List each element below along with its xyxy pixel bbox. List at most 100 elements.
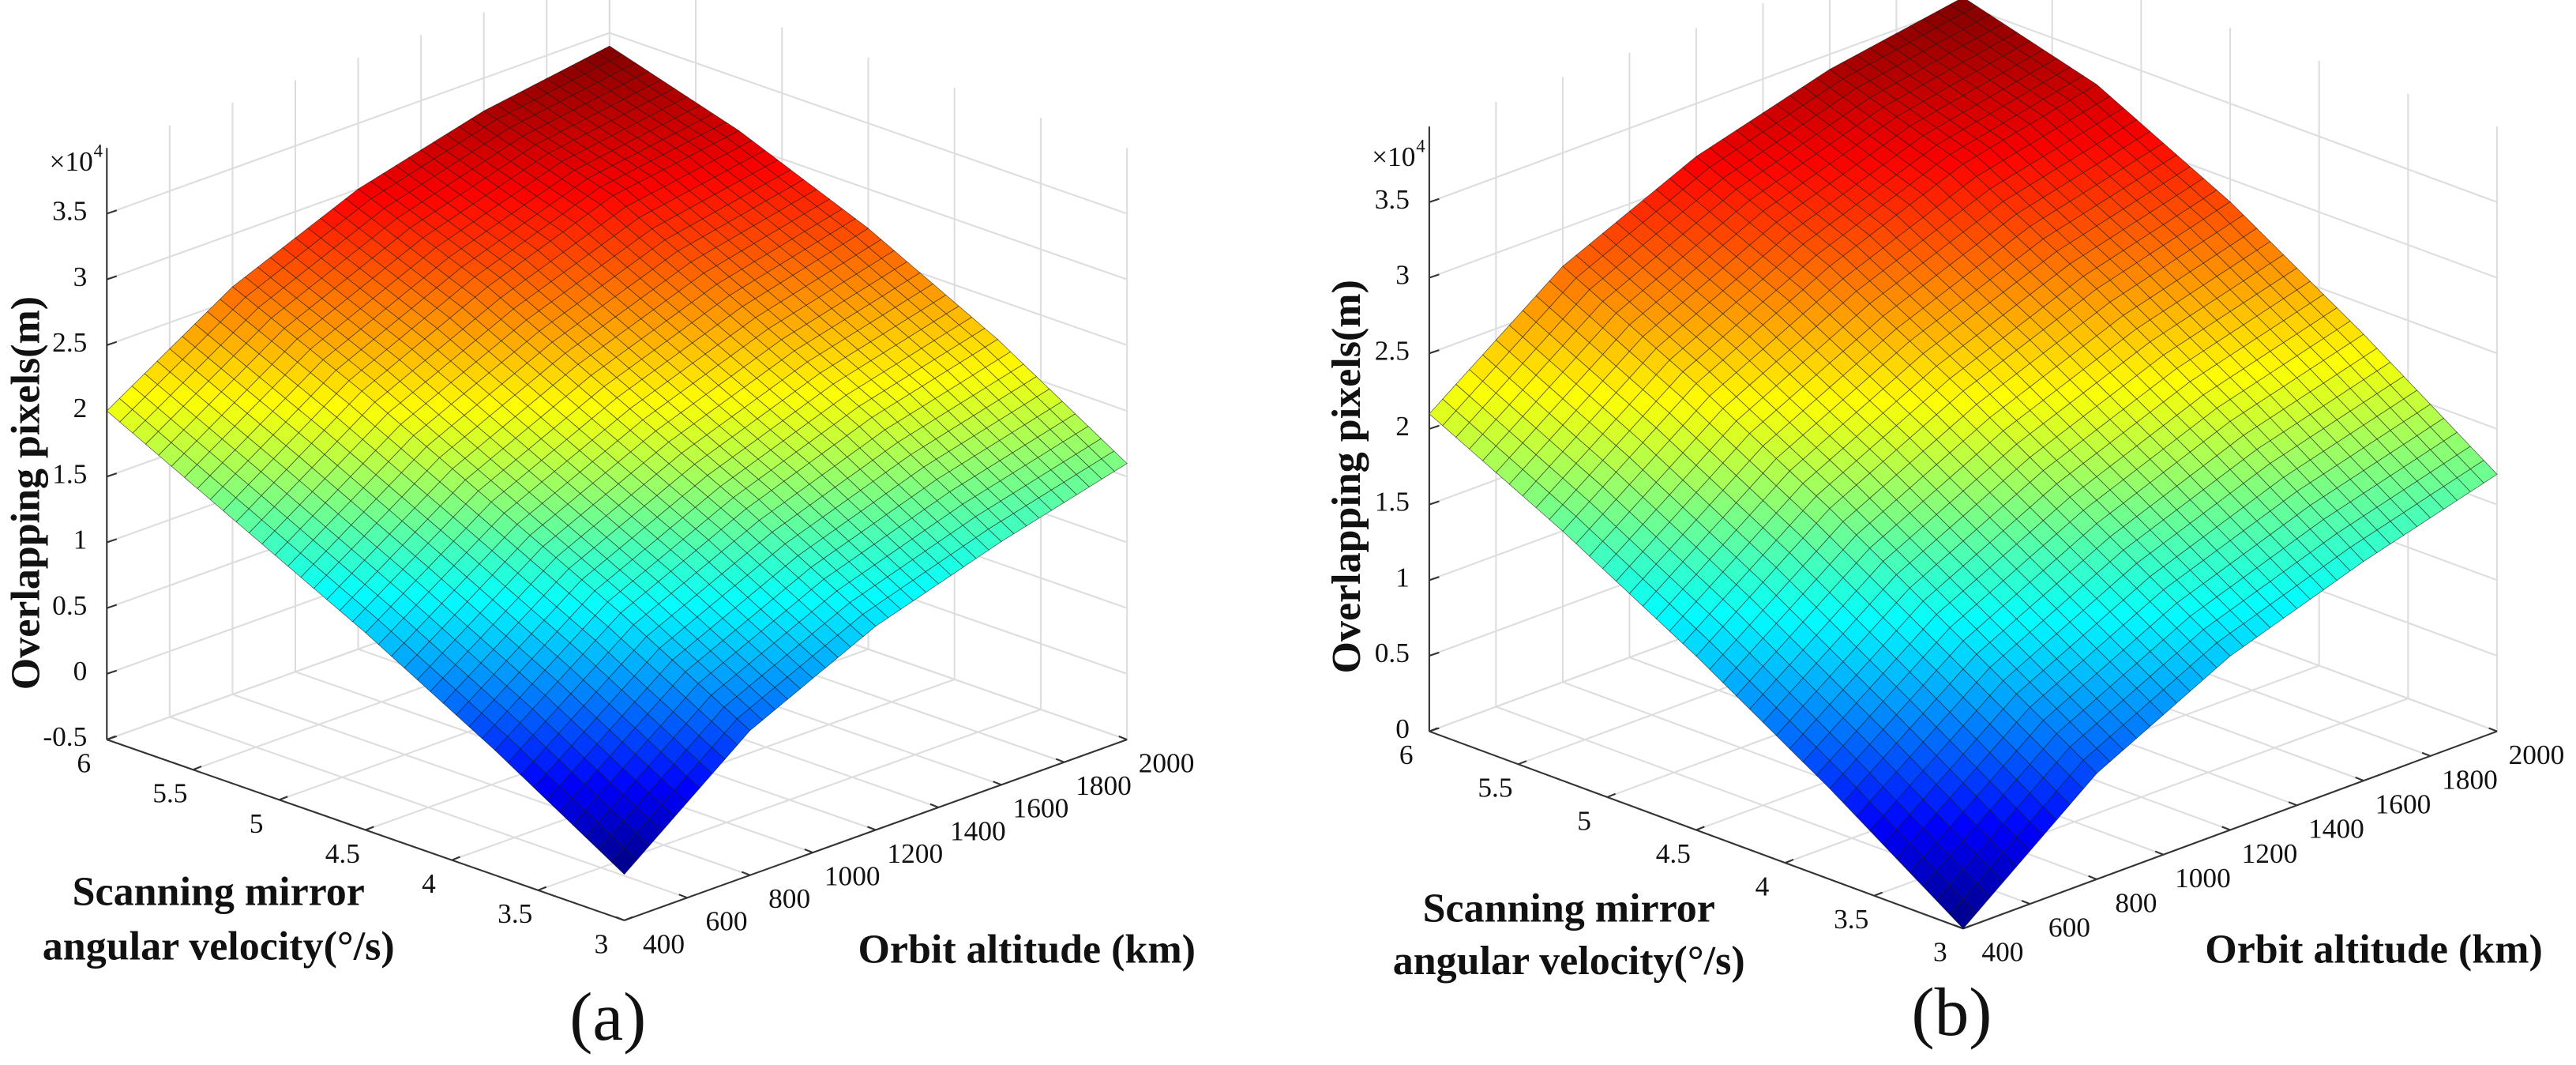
x-tick-label: 2000 xyxy=(1139,747,1195,779)
y-axis-label: angular velocity(°/s) xyxy=(43,924,395,969)
y-tick-label: 5.5 xyxy=(152,777,187,809)
tick-mark xyxy=(1695,826,1705,831)
y-tick-label: 4.5 xyxy=(1656,837,1691,869)
y-tick-label: 6 xyxy=(1399,739,1414,770)
surface-patch xyxy=(1949,898,1977,929)
panel: -0.5 0 0.5 1 1.5 2 2.5 3 3.5 3 3.5 4 4.5 5 5.5 6 400 600 8… xyxy=(3,0,1196,1055)
x-tick-label: 1800 xyxy=(2442,763,2498,795)
x-tick-label: 600 xyxy=(706,905,748,937)
z-tick-label: 3.5 xyxy=(52,195,87,227)
tick-mark xyxy=(1429,424,1440,430)
tick-mark xyxy=(106,209,118,215)
x-tick-label: 1800 xyxy=(1076,770,1132,801)
y-tick-label: 3 xyxy=(1933,936,1947,968)
tick-mark xyxy=(2355,776,2364,782)
z-tick-label: 3.5 xyxy=(1375,183,1410,215)
y-tick-label: 5 xyxy=(1577,804,1591,836)
tick-mark xyxy=(1962,924,1972,930)
tick-mark xyxy=(106,604,118,609)
tick-mark xyxy=(1429,651,1440,657)
z-tick-label: 2 xyxy=(73,392,88,423)
z-axis-label: Overlapping pixels(m) xyxy=(1324,280,1369,673)
tick-mark xyxy=(2088,875,2097,880)
z-tick-label: 0 xyxy=(1395,713,1410,744)
tick-mark xyxy=(106,472,118,478)
tick-mark xyxy=(1055,758,1065,763)
y-axis-label: Scanning mirror xyxy=(1423,886,1715,931)
x-tick-label: 800 xyxy=(2115,886,2157,918)
panel: 0 0.5 1 1.5 2 2.5 3 3.5 3 3.5 4 4.5 5 5.5 6 400 600 800 10… xyxy=(1324,0,2564,1050)
tick-mark xyxy=(365,826,374,831)
surface xyxy=(106,45,1128,875)
z-tick-label: -0.5 xyxy=(43,721,87,752)
z-scale-base: ×10 xyxy=(49,145,92,177)
tick-mark xyxy=(1429,500,1440,506)
x-tick-label: 1000 xyxy=(2175,862,2231,894)
tick-mark xyxy=(106,275,118,280)
tick-mark xyxy=(1429,576,1440,581)
x-tick-label: 1600 xyxy=(1013,792,1069,824)
tick-mark xyxy=(804,849,813,854)
tick-mark xyxy=(615,916,625,921)
tick-mark xyxy=(1606,792,1617,798)
z-scale-exponent: 4 xyxy=(1416,136,1425,156)
tick-mark xyxy=(1429,727,1438,732)
x-tick-label: 1400 xyxy=(2308,813,2364,845)
tick-mark xyxy=(106,341,118,346)
x-tick-label: 400 xyxy=(1981,936,2023,968)
tick-mark xyxy=(929,803,939,808)
x-tick-label: 600 xyxy=(2048,912,2090,943)
z-tick-label: 3 xyxy=(1395,259,1410,291)
z-axis-label: Overlapping pixels(m) xyxy=(3,296,48,690)
tick-mark xyxy=(1873,891,1883,897)
y-tick-label: 4 xyxy=(422,867,436,899)
z-tick-label: 1.5 xyxy=(52,457,87,489)
tick-mark xyxy=(193,766,202,771)
tick-mark xyxy=(1429,349,1440,355)
tick-mark xyxy=(451,856,460,861)
tick-mark xyxy=(993,781,1002,786)
tick-mark xyxy=(279,796,288,801)
z-scale-exponent: 4 xyxy=(94,141,103,161)
tick-mark xyxy=(2421,751,2431,757)
tick-mark xyxy=(106,538,118,544)
tick-mark xyxy=(1429,273,1440,279)
surface-patch xyxy=(610,847,637,875)
tick-mark xyxy=(537,886,547,891)
x-axis-label: Orbit altitude (km) xyxy=(2205,927,2543,972)
y-axis-label: Scanning mirror xyxy=(73,870,365,915)
y-tick-label: 4 xyxy=(1756,871,1770,902)
y-tick-label: 5 xyxy=(250,807,264,839)
x-tick-label: 1600 xyxy=(2375,788,2431,820)
y-tick-label: 3 xyxy=(595,928,609,959)
x-axis-label: Orbit altitude (km) xyxy=(858,927,1196,972)
tick-mark xyxy=(741,871,751,876)
tick-mark xyxy=(2288,801,2297,807)
tick-mark xyxy=(1118,735,1128,741)
x-tick-label: 800 xyxy=(768,882,810,914)
z-scale-base: ×10 xyxy=(1372,141,1415,172)
z-tick-label: 0 xyxy=(73,655,88,687)
tick-mark xyxy=(2221,826,2231,831)
tick-mark xyxy=(2021,900,2030,905)
tick-mark xyxy=(1429,198,1440,203)
x-tick-label: 400 xyxy=(643,928,685,959)
x-tick-label: 1000 xyxy=(824,860,881,892)
tick-mark xyxy=(106,669,118,675)
y-tick-label: 3.5 xyxy=(1834,903,1868,935)
caption: (b) xyxy=(1911,973,1992,1050)
tick-mark xyxy=(1785,859,1794,864)
x-tick-label: 1400 xyxy=(950,815,1006,846)
y-tick-label: 4.5 xyxy=(325,837,360,869)
tick-mark xyxy=(1955,924,1964,930)
y-tick-label: 3.5 xyxy=(498,898,532,929)
tick-mark xyxy=(624,916,633,921)
z-tick-label: 1 xyxy=(73,524,88,555)
surface xyxy=(1429,0,2498,929)
tick-mark xyxy=(106,735,116,741)
z-tick-label: 1.5 xyxy=(1375,486,1410,517)
z-tick-label: 0.5 xyxy=(52,589,87,621)
z-tick-label: 1 xyxy=(1395,561,1410,593)
